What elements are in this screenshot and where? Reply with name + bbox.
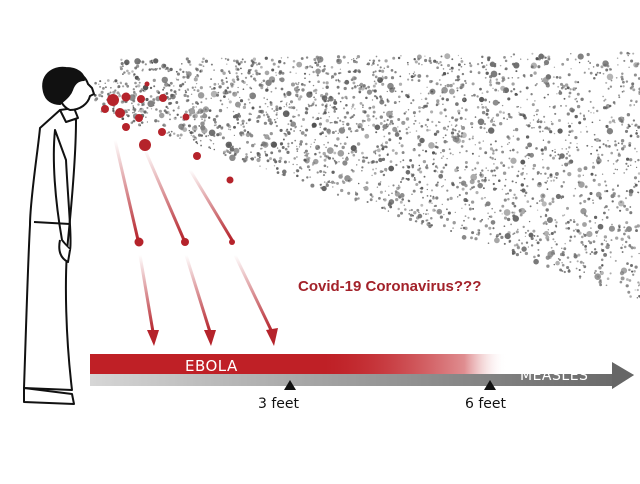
aerosol-cloud (93, 51, 640, 299)
falling-droplets (113, 139, 278, 346)
tick-marker-icon (484, 380, 496, 390)
measles-label: MEASLES (520, 368, 589, 384)
tick-label-6-feet: 6 feet (465, 396, 507, 412)
man-figure (23, 66, 95, 405)
large-droplets (101, 81, 234, 184)
arrowhead-icon (266, 328, 278, 346)
tick-label-3-feet: 3 feet (258, 396, 300, 412)
arrowhead-icon (147, 330, 159, 346)
ebola-label: EBOLA (185, 357, 238, 375)
tick-marker-icon (284, 380, 296, 390)
distance-scale (90, 354, 634, 390)
arrowhead-icon (204, 330, 216, 346)
diagram-title: Covid-19 Coronavirus??? (298, 278, 482, 295)
